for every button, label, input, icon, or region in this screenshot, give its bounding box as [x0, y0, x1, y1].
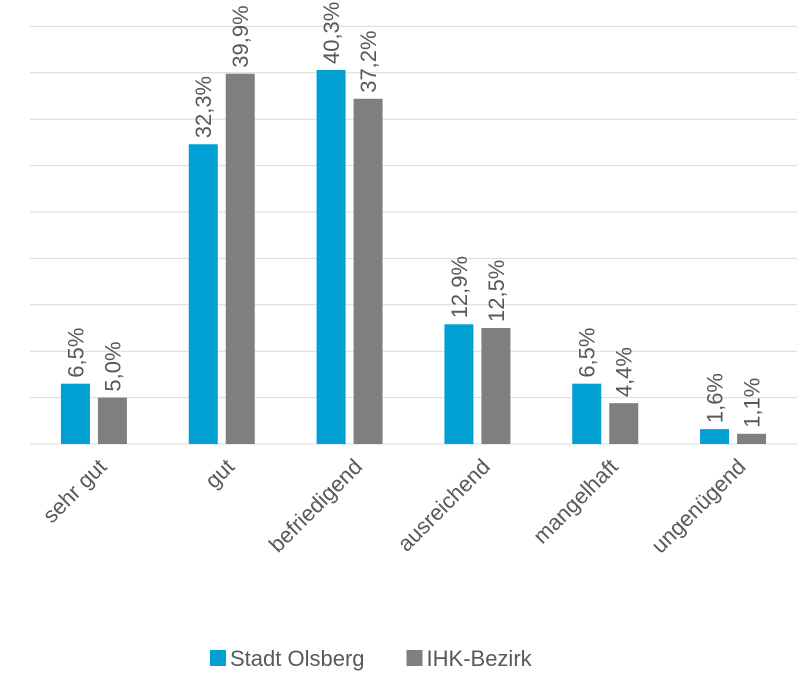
- data-label: 40,3%: [319, 2, 344, 64]
- legend-swatch: [210, 650, 226, 666]
- data-label: 1,1%: [740, 378, 765, 428]
- bar: [481, 328, 511, 444]
- legend-label: Stadt Olsberg: [230, 646, 365, 671]
- bar: [225, 73, 255, 444]
- data-label: 4,4%: [612, 347, 637, 397]
- bar: [737, 433, 767, 444]
- data-label: 39,9%: [228, 5, 253, 67]
- data-label: 1,6%: [703, 373, 728, 423]
- bar: [188, 144, 218, 445]
- bar: [353, 98, 383, 444]
- bar: [316, 70, 346, 445]
- legend-swatch: [406, 650, 423, 666]
- x-tick-label: befriedigend: [264, 454, 367, 557]
- data-label: 37,2%: [356, 30, 381, 92]
- data-label: 12,5%: [484, 260, 509, 322]
- legend-label: IHK-Bezirk: [427, 646, 533, 671]
- bar: [609, 403, 639, 444]
- bar: [444, 324, 474, 444]
- bar: [700, 429, 730, 444]
- data-label: 12,9%: [447, 256, 472, 318]
- data-label: 6,5%: [575, 328, 600, 378]
- bar: [97, 397, 127, 444]
- bar: [60, 383, 90, 444]
- x-tick-label: gut: [200, 454, 239, 493]
- x-tick-label: ausreichend: [393, 454, 495, 556]
- x-tick-label: mangelhaft: [528, 454, 623, 549]
- bar: [572, 383, 602, 444]
- x-tick-label: ungenügend: [646, 454, 750, 558]
- data-label: 5,0%: [100, 341, 125, 391]
- data-label: 32,3%: [191, 76, 216, 138]
- x-tick-label: sehr gut: [38, 454, 112, 528]
- data-label: 6,5%: [63, 328, 88, 378]
